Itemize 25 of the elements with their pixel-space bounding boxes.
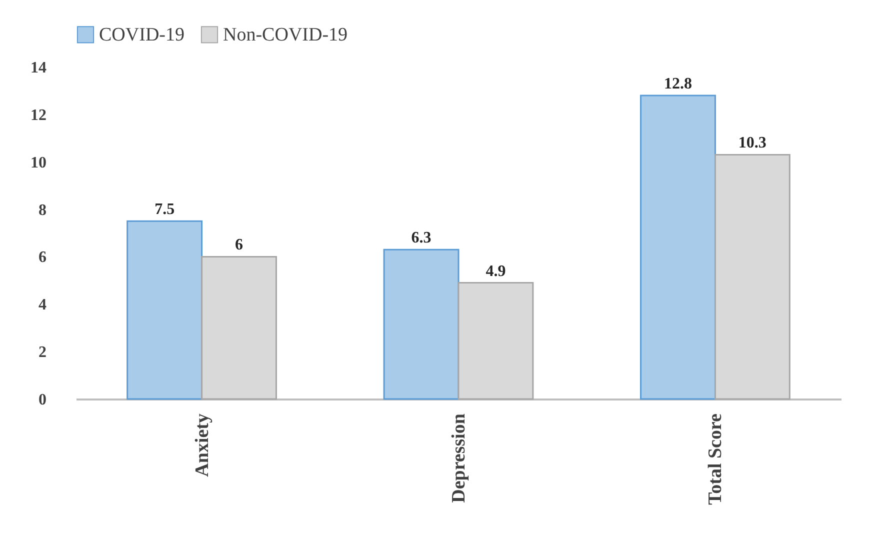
bar (714, 154, 790, 400)
legend-label: Non-COVID-19 (223, 24, 348, 46)
y-tick-label: 6 (38, 249, 46, 266)
y-tick-label: 4 (38, 296, 46, 314)
data-label: 4.9 (486, 262, 506, 280)
y-tick-label: 2 (38, 344, 46, 362)
data-label: 6.3 (411, 230, 432, 247)
y-tick-label: 12 (30, 106, 46, 124)
bar (126, 220, 203, 400)
y-tick-label: 0 (38, 392, 46, 408)
data-label: 12.8 (664, 75, 692, 92)
data-label: 7.5 (154, 201, 175, 218)
y-tick-label: 14 (30, 60, 46, 76)
bar (383, 248, 460, 400)
y-tick-label: 10 (30, 154, 46, 172)
x-tick-label: Anxiety (192, 413, 213, 477)
data-label: 6 (235, 236, 244, 254)
x-tick-label: Depression (448, 413, 470, 503)
legend-label: COVID-19 (99, 24, 184, 46)
bar (640, 94, 716, 400)
bar (201, 256, 277, 400)
bar (458, 282, 534, 400)
data-label: 10.3 (738, 134, 766, 152)
x-tick-label: Total Score (705, 414, 726, 505)
y-tick-label: 8 (38, 202, 46, 219)
